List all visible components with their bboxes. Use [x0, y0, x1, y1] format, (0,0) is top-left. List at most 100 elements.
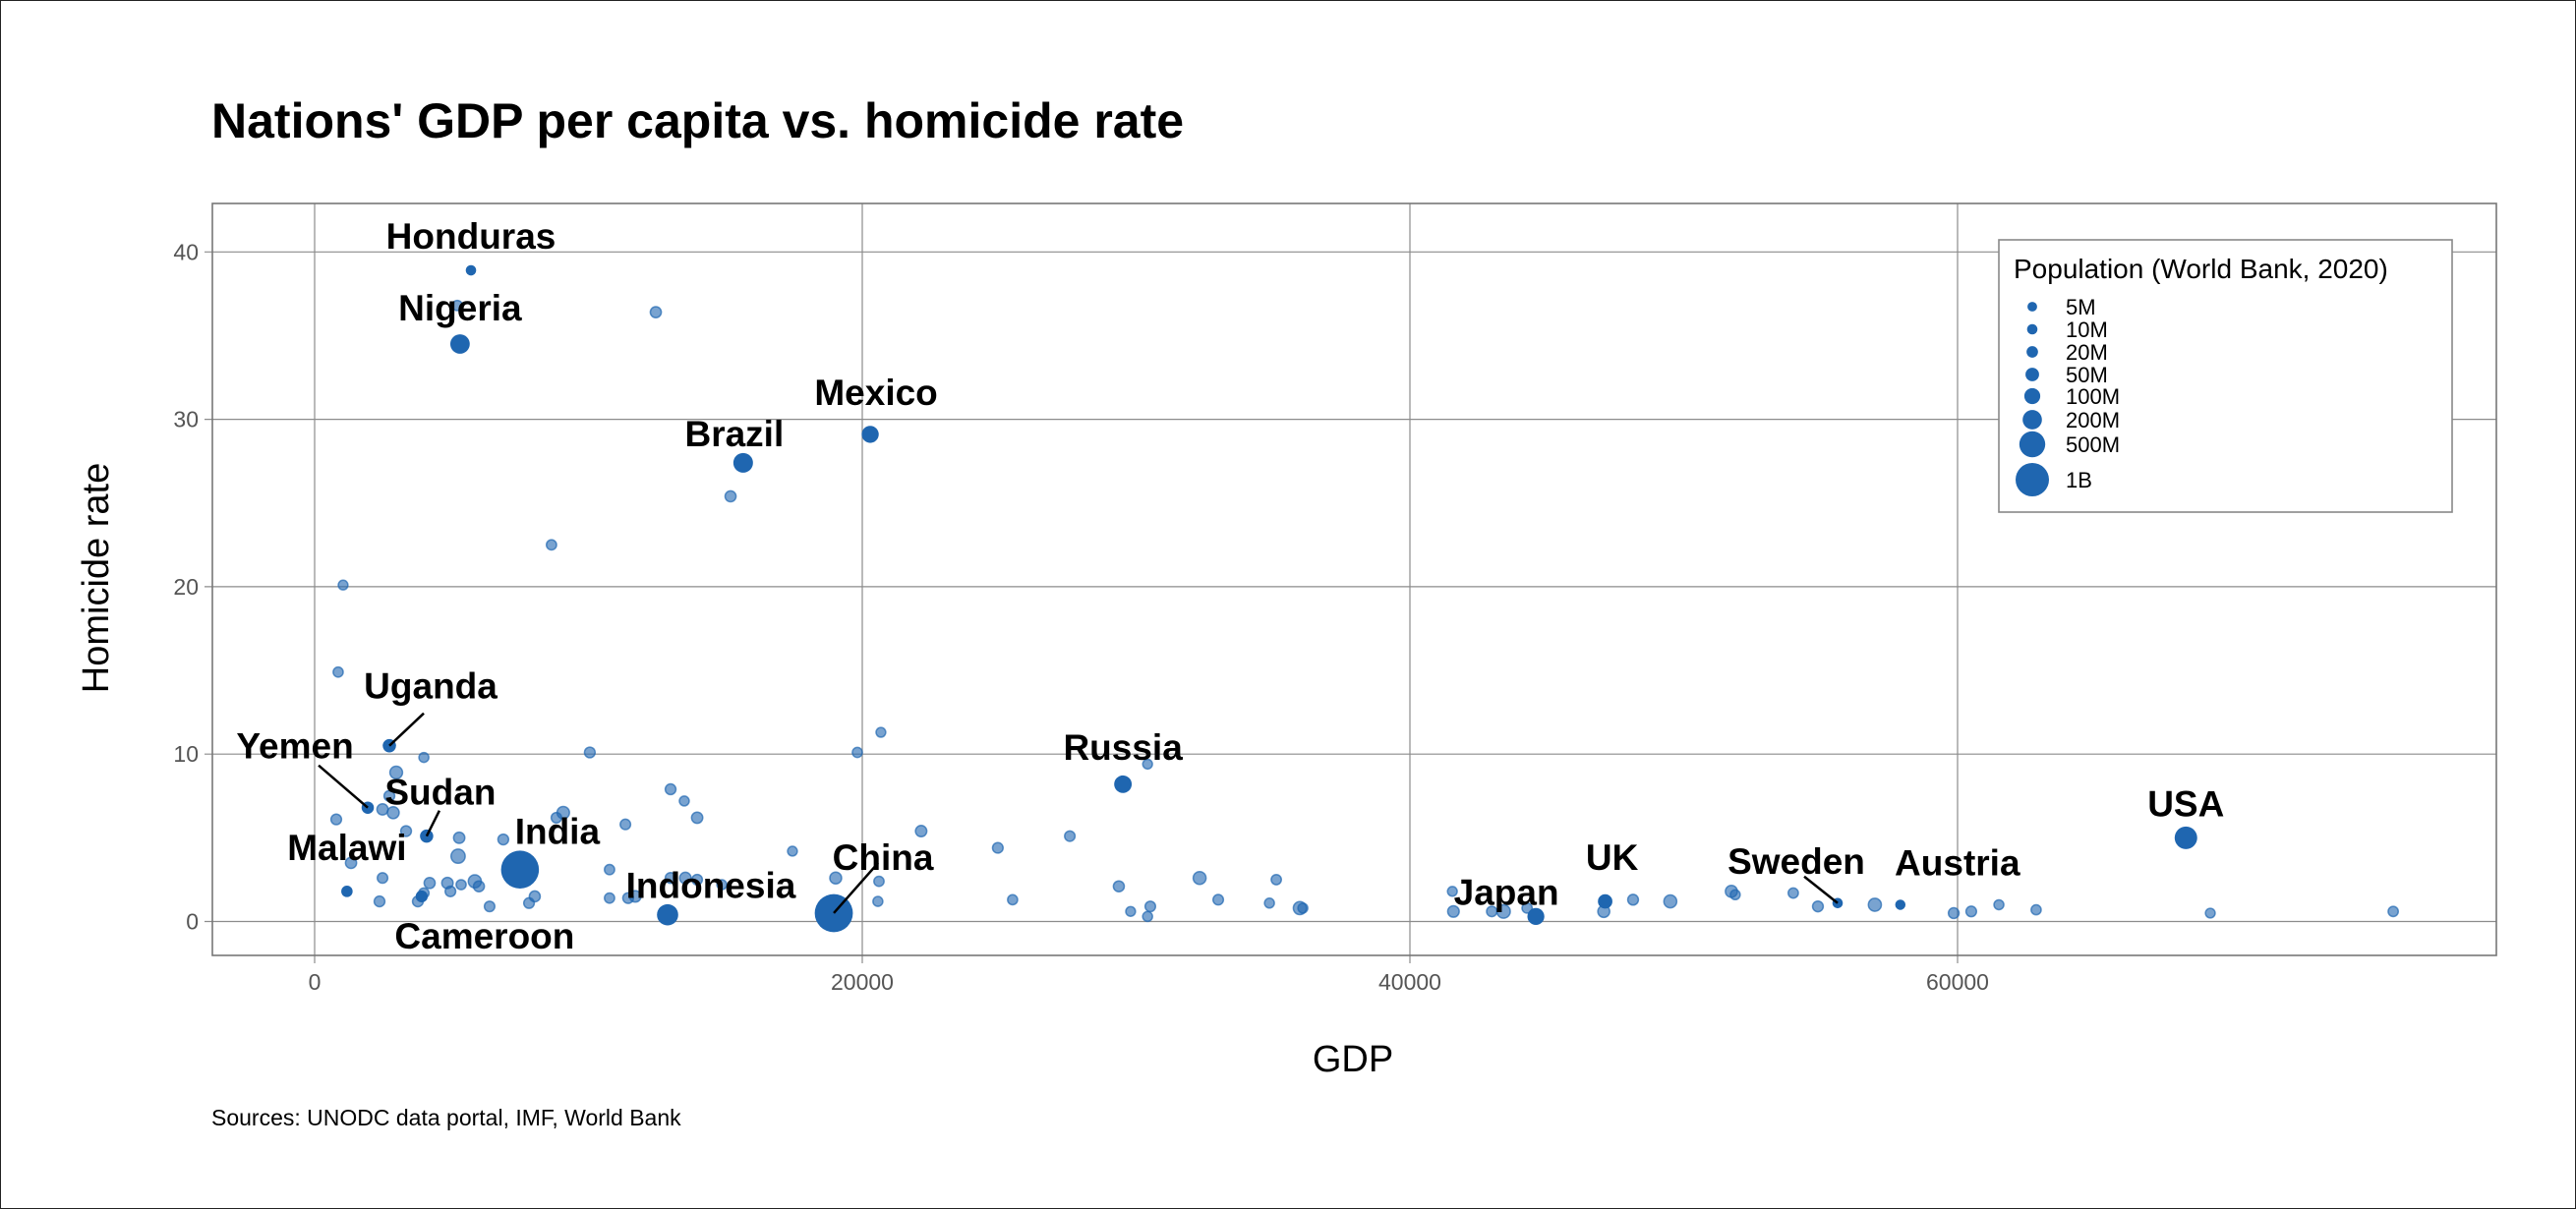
data-point — [2387, 905, 2400, 918]
country-label-japan: Japan — [1454, 872, 1559, 912]
legend-label: 200M — [2066, 408, 2120, 432]
data-point — [1142, 910, 1153, 923]
source-caption: Sources: UNODC data portal, IMF, World B… — [211, 1105, 681, 1130]
plot-panel — [211, 202, 2497, 956]
data-point-uk — [1598, 893, 1612, 909]
country-label-uganda: Uganda — [364, 666, 498, 707]
data-point — [373, 894, 386, 908]
data-point — [664, 782, 677, 796]
x-tick-label: 20000 — [831, 969, 894, 995]
data-point — [388, 765, 404, 780]
country-labels: Honduras Nigeria Mexico Brazil Uganda Yemen Su… — [236, 216, 2224, 956]
data-point — [1521, 901, 1534, 914]
data-point — [377, 872, 389, 885]
data-point — [664, 872, 677, 885]
data-point-mexico — [861, 426, 879, 443]
data-point — [991, 841, 1004, 854]
data-point — [1947, 906, 1961, 920]
data-point — [1729, 889, 1741, 901]
y-tick-label: 10 — [173, 741, 199, 767]
legend-swatch — [2026, 346, 2038, 358]
data-point — [545, 539, 557, 551]
data-point — [716, 879, 728, 891]
legend-label: 50M — [2066, 363, 2108, 387]
data-point — [1446, 904, 1460, 918]
data-point — [619, 818, 632, 831]
data-point — [386, 805, 400, 820]
leader-line-yemen — [318, 764, 369, 809]
country-label-yemen: Yemen — [236, 726, 353, 767]
country-label-sweden: Sweden — [1727, 841, 1865, 882]
data-point — [483, 900, 497, 913]
y-axis-ticks: 0 10 20 30 40 — [173, 239, 199, 934]
leader-line-sudan — [425, 810, 441, 837]
country-label-honduras: Honduras — [386, 216, 556, 257]
legend-label: 20M — [2066, 340, 2108, 365]
data-point — [1867, 897, 1883, 912]
data-point — [1626, 893, 1640, 906]
data-point-nigeria — [449, 334, 470, 354]
data-point — [337, 579, 349, 591]
leader-line-sweden — [1803, 875, 1839, 904]
data-point — [678, 795, 690, 807]
data-point — [604, 892, 615, 904]
data-point — [724, 489, 737, 503]
data-point — [2204, 907, 2216, 919]
data-point — [449, 848, 466, 865]
country-label-cameroon: Cameroon — [394, 916, 574, 956]
data-point — [1142, 758, 1153, 771]
data-point — [382, 789, 396, 802]
data-point — [1192, 870, 1207, 886]
country-label-nigeria: Nigeria — [398, 288, 522, 328]
data-point — [1663, 893, 1678, 909]
x-tick-label: 60000 — [1926, 969, 1989, 995]
data-point — [1495, 903, 1511, 919]
data-point — [444, 885, 457, 897]
legend-swatch — [2019, 431, 2046, 458]
data-point-cameroon — [415, 890, 429, 903]
data-point — [472, 880, 486, 893]
y-tick-label: 40 — [173, 239, 199, 264]
data-point-india — [500, 850, 540, 889]
data-point-austria — [1895, 899, 1906, 910]
data-point — [1964, 905, 1978, 918]
chart-title: Nations' GDP per capita vs. homicide rat… — [211, 93, 1184, 148]
data-point — [550, 811, 562, 824]
legend-swatch — [2026, 323, 2038, 335]
leader-line-china — [833, 862, 879, 914]
y-axis-title: Homicide rate — [76, 463, 117, 693]
legend-swatch — [2023, 387, 2041, 405]
legend-box — [1998, 239, 2453, 513]
data-points — [329, 264, 2400, 933]
y-tick-label: 0 — [186, 909, 199, 935]
data-point — [497, 833, 510, 846]
country-label-russia: Russia — [1063, 727, 1183, 768]
y-tick-label: 20 — [173, 574, 199, 600]
data-point — [1263, 897, 1275, 909]
data-point — [344, 856, 358, 870]
data-point — [1270, 874, 1283, 886]
x-tick-label: 0 — [309, 969, 322, 995]
leader-line-uganda — [388, 712, 425, 747]
data-point — [522, 896, 536, 909]
country-label-brazil: Brazil — [684, 414, 784, 454]
country-label-india: India — [515, 812, 601, 852]
data-point — [423, 876, 437, 890]
data-point-russia — [1114, 775, 1133, 793]
data-point-usa — [2174, 826, 2197, 849]
data-point — [418, 751, 430, 764]
legend-swatch — [2027, 302, 2037, 312]
data-point-brazil — [732, 452, 753, 473]
data-point — [1064, 830, 1077, 842]
legend-label: 10M — [2066, 317, 2108, 342]
country-label-malawi: Malawi — [287, 828, 406, 868]
data-point — [1811, 899, 1825, 913]
data-point — [1786, 887, 1799, 899]
label-leaders — [318, 712, 1839, 914]
data-point — [690, 811, 704, 825]
data-point — [399, 825, 413, 837]
data-point — [649, 306, 663, 318]
legend-swatch — [2022, 410, 2042, 430]
